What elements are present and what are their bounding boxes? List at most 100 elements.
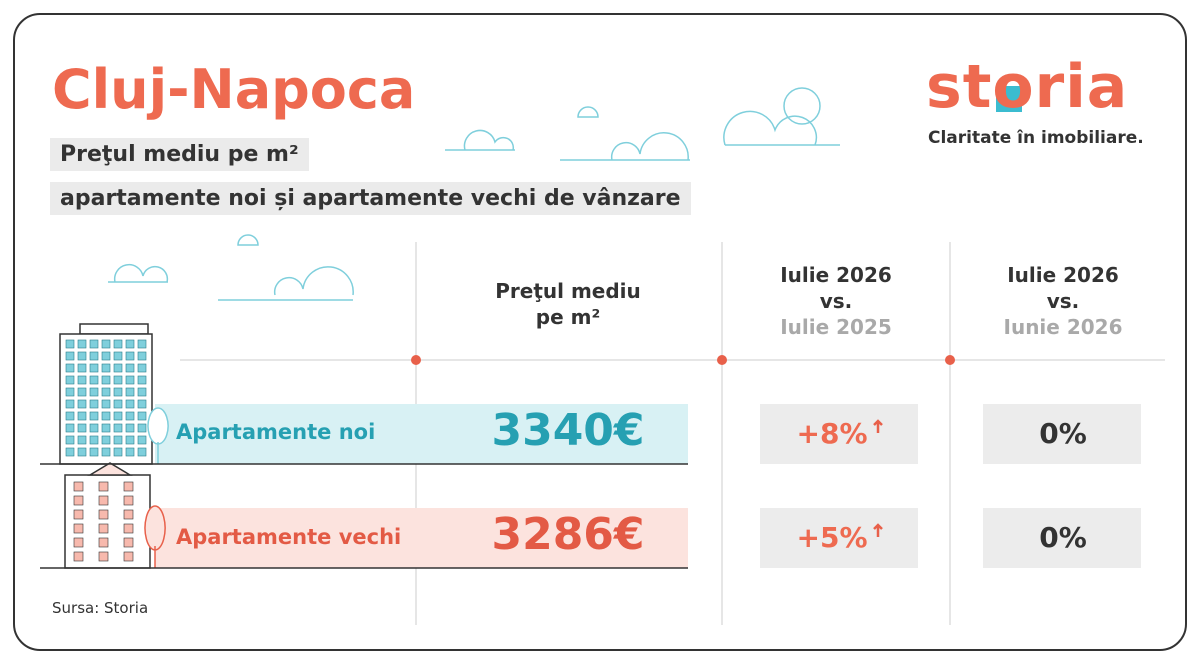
- window: [113, 363, 123, 373]
- window: [65, 387, 75, 397]
- window: [65, 351, 75, 361]
- window: [73, 495, 84, 506]
- window: [77, 387, 87, 397]
- header-line: Iulie 2025: [780, 315, 892, 339]
- window: [65, 411, 75, 421]
- change: 0%: [1039, 417, 1087, 450]
- window: [137, 447, 147, 457]
- tagline: Claritate în imobiliare.: [928, 128, 1144, 148]
- window: [137, 411, 147, 421]
- window: [125, 399, 135, 409]
- window: [125, 363, 135, 373]
- window: [101, 435, 111, 445]
- header-line: Iulie 2026: [780, 263, 892, 287]
- change: +5%: [796, 521, 868, 554]
- window: [65, 435, 75, 445]
- window: [125, 423, 135, 433]
- window: [77, 351, 87, 361]
- window: [101, 399, 111, 409]
- window: [113, 447, 123, 457]
- row-band: [155, 508, 688, 568]
- header-line: vs.: [819, 289, 853, 313]
- window: [137, 435, 147, 445]
- window: [89, 435, 99, 445]
- window: [125, 411, 135, 421]
- window: [89, 351, 99, 361]
- window: [73, 551, 84, 562]
- window: [65, 399, 75, 409]
- window: [137, 399, 147, 409]
- window: [98, 481, 109, 492]
- window: [98, 537, 109, 548]
- window: [98, 509, 109, 520]
- window: [77, 423, 87, 433]
- window: [98, 523, 109, 534]
- window: [125, 435, 135, 445]
- window: [123, 523, 134, 534]
- window: [125, 387, 135, 397]
- window: [123, 537, 134, 548]
- source: Sursa: Storia: [52, 599, 149, 617]
- window: [73, 523, 84, 534]
- window: [137, 363, 147, 373]
- window: [123, 495, 134, 506]
- old-building: [64, 462, 166, 569]
- window: [101, 447, 111, 457]
- header-line: Iunie 2026: [1003, 315, 1123, 339]
- window: [89, 339, 99, 349]
- window: [113, 435, 123, 445]
- subtitle: Preţul mediu pe m²: [50, 138, 309, 171]
- row-label: Apartamente vechi: [176, 525, 402, 549]
- window: [77, 435, 87, 445]
- header-line: Iulie 2026: [1007, 263, 1119, 287]
- window: [77, 399, 87, 409]
- window: [125, 339, 135, 349]
- window: [89, 423, 99, 433]
- window: [125, 375, 135, 385]
- window: [123, 509, 134, 520]
- column-header: Iulie 2026 vs. Iulie 2025: [780, 262, 892, 340]
- window: [65, 447, 75, 457]
- window: [89, 399, 99, 409]
- price: 3286€: [491, 509, 645, 560]
- window: [89, 387, 99, 397]
- row-label: Apartamente noi: [176, 420, 376, 444]
- window: [113, 351, 123, 361]
- window: [101, 363, 111, 373]
- window: [125, 447, 135, 457]
- window: [77, 339, 87, 349]
- window: [65, 423, 75, 433]
- window: [101, 375, 111, 385]
- window: [89, 447, 99, 457]
- row-band: [155, 404, 688, 464]
- window: [77, 411, 87, 421]
- header-line: vs.: [1046, 289, 1080, 313]
- new-building: [59, 323, 169, 465]
- window: [77, 363, 87, 373]
- window: [113, 399, 123, 409]
- column-header: Preţul mediu pe m²: [495, 278, 641, 330]
- window: [123, 551, 134, 562]
- column-header: Iulie 2026 vs. Iunie 2026: [1004, 262, 1123, 340]
- price: 3340€: [491, 405, 645, 456]
- window: [101, 411, 111, 421]
- window: [89, 411, 99, 421]
- window: [65, 363, 75, 373]
- window: [89, 363, 99, 373]
- window: [73, 481, 84, 492]
- window: [98, 495, 109, 506]
- window: [101, 387, 111, 397]
- window: [65, 375, 75, 385]
- window: [123, 481, 134, 492]
- header-line: Preţul mediu: [495, 279, 641, 303]
- window: [89, 375, 99, 385]
- window: [113, 339, 123, 349]
- window: [137, 339, 147, 349]
- window: [113, 423, 123, 433]
- window: [98, 551, 109, 562]
- window: [113, 375, 123, 385]
- window: [77, 447, 87, 457]
- window: [73, 509, 84, 520]
- window: [137, 375, 147, 385]
